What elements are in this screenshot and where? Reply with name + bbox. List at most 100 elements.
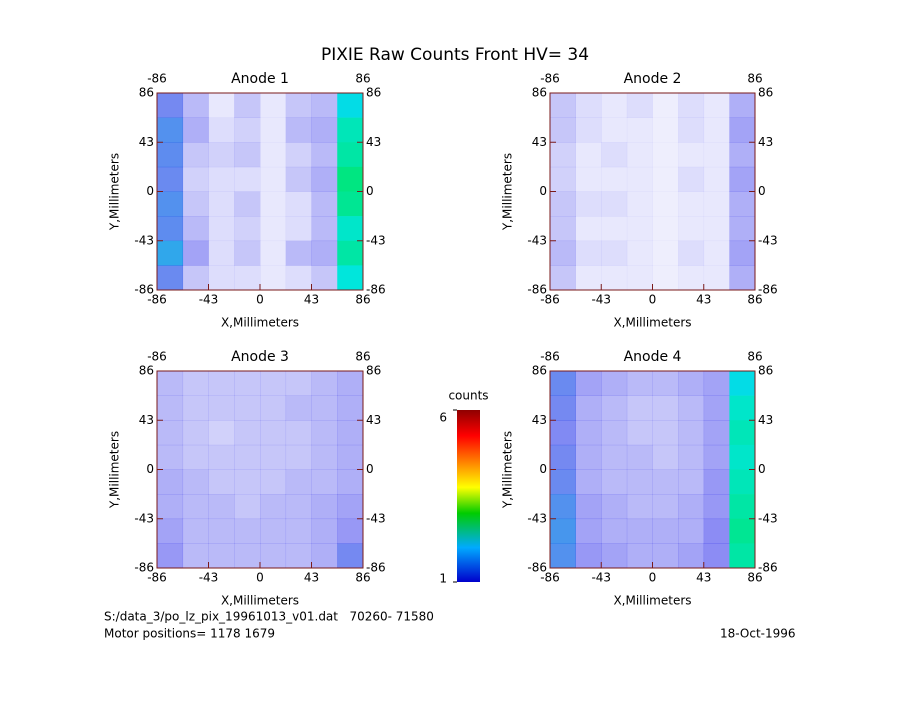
y2-tick-label: -86: [366, 283, 386, 297]
density-cell: [208, 191, 235, 217]
y2-tick-label: 43: [758, 413, 773, 427]
density-cell: [729, 117, 756, 143]
y2-tick-label: -86: [758, 283, 778, 297]
density-cell: [208, 216, 235, 242]
density-cell: [311, 469, 338, 495]
density-cell: [311, 166, 338, 192]
y2-tick-label: -86: [366, 561, 386, 575]
density-cell: [575, 191, 602, 217]
density-cell: [626, 216, 653, 242]
density-cell: [703, 117, 730, 143]
density-cell: [729, 494, 756, 520]
x-tick-label: -43: [199, 293, 219, 307]
x-tick-label: 86: [747, 293, 762, 307]
density-cell: [729, 518, 756, 544]
density-cell: [652, 216, 679, 242]
density-cell: [601, 395, 628, 421]
density-cell: [601, 444, 628, 470]
x2-tick-label: -86: [540, 72, 560, 86]
density-cell: [157, 216, 184, 242]
density-cell: [626, 166, 653, 192]
density-cell: [311, 395, 338, 421]
density-cell: [260, 371, 287, 396]
y2-tick-label: 43: [366, 413, 381, 427]
density-cell: [337, 444, 364, 470]
density-cell: [234, 142, 261, 168]
density-cell: [157, 469, 184, 495]
density-cell: [182, 93, 209, 118]
y-tick-label: 86: [139, 364, 154, 378]
density-cell: [626, 93, 653, 118]
x2-tick-label: -86: [147, 350, 167, 364]
density-cell: [208, 166, 235, 192]
y2-tick-label: 43: [366, 135, 381, 149]
density-cell: [703, 93, 730, 118]
x2-tick-label: -86: [540, 350, 560, 364]
density-cell: [703, 240, 730, 266]
y-axis-label: Y,Millimeters: [501, 153, 515, 231]
density-cell: [260, 444, 287, 470]
density-cell: [182, 371, 209, 396]
density-cell: [575, 142, 602, 168]
density-cell: [285, 117, 312, 143]
density-cell: [157, 166, 184, 192]
density-cell: [337, 543, 364, 569]
density-cell: [601, 420, 628, 446]
x2-tick-label: 86: [355, 72, 370, 86]
density-cell: [601, 166, 628, 192]
density-cell: [575, 93, 602, 118]
density-cell: [260, 420, 287, 446]
x-tick-label: 0: [256, 571, 264, 585]
x-tick-label: -86: [540, 293, 560, 307]
density-cell: [678, 191, 705, 217]
y-tick-label: 0: [146, 184, 154, 198]
density-cell: [285, 371, 312, 396]
density-cell: [729, 265, 756, 291]
density-cell: [234, 93, 261, 118]
density-cell: [601, 142, 628, 168]
y-tick-label: 43: [139, 413, 154, 427]
density-cell: [157, 240, 184, 266]
density-cell: [285, 216, 312, 242]
density-cell: [260, 142, 287, 168]
density-cell: [260, 494, 287, 520]
y-tick-label: 43: [532, 413, 547, 427]
colorbar-tick-label: 6: [439, 411, 447, 425]
density-cell: [337, 420, 364, 446]
y2-tick-label: -43: [366, 511, 386, 525]
density-cell: [208, 142, 235, 168]
density-cell: [550, 166, 576, 192]
density-cell: [575, 420, 602, 446]
density-cell: [729, 543, 756, 569]
x-tick-label: -86: [540, 571, 560, 585]
density-cell: [729, 395, 756, 421]
density-cell: [703, 420, 730, 446]
x-tick-label: 0: [649, 571, 657, 585]
density-cell: [337, 240, 364, 266]
density-cell: [550, 444, 576, 470]
density-cell: [575, 395, 602, 421]
density-cell: [550, 216, 576, 242]
density-cell: [678, 166, 705, 192]
density-cell: [234, 518, 261, 544]
density-cell: [208, 420, 235, 446]
density-cell: [208, 518, 235, 544]
y2-tick-label: 86: [366, 364, 381, 378]
density-cell: [157, 420, 184, 446]
density-cell: [729, 142, 756, 168]
density-cell: [260, 240, 287, 266]
density-cell: [285, 469, 312, 495]
density-cell: [311, 420, 338, 446]
density-cell: [601, 265, 628, 291]
density-cell: [234, 166, 261, 192]
density-cell: [550, 371, 576, 396]
density-cell: [285, 191, 312, 217]
footer-file: S:/data_3/po_lz_pix_19961013_v01.dat 702…: [104, 610, 434, 624]
density-cell: [652, 191, 679, 217]
density-cell: [182, 191, 209, 217]
density-cell: [601, 518, 628, 544]
density-cell: [652, 166, 679, 192]
density-cell: [260, 166, 287, 192]
density-cell: [285, 494, 312, 520]
density-cell: [626, 444, 653, 470]
